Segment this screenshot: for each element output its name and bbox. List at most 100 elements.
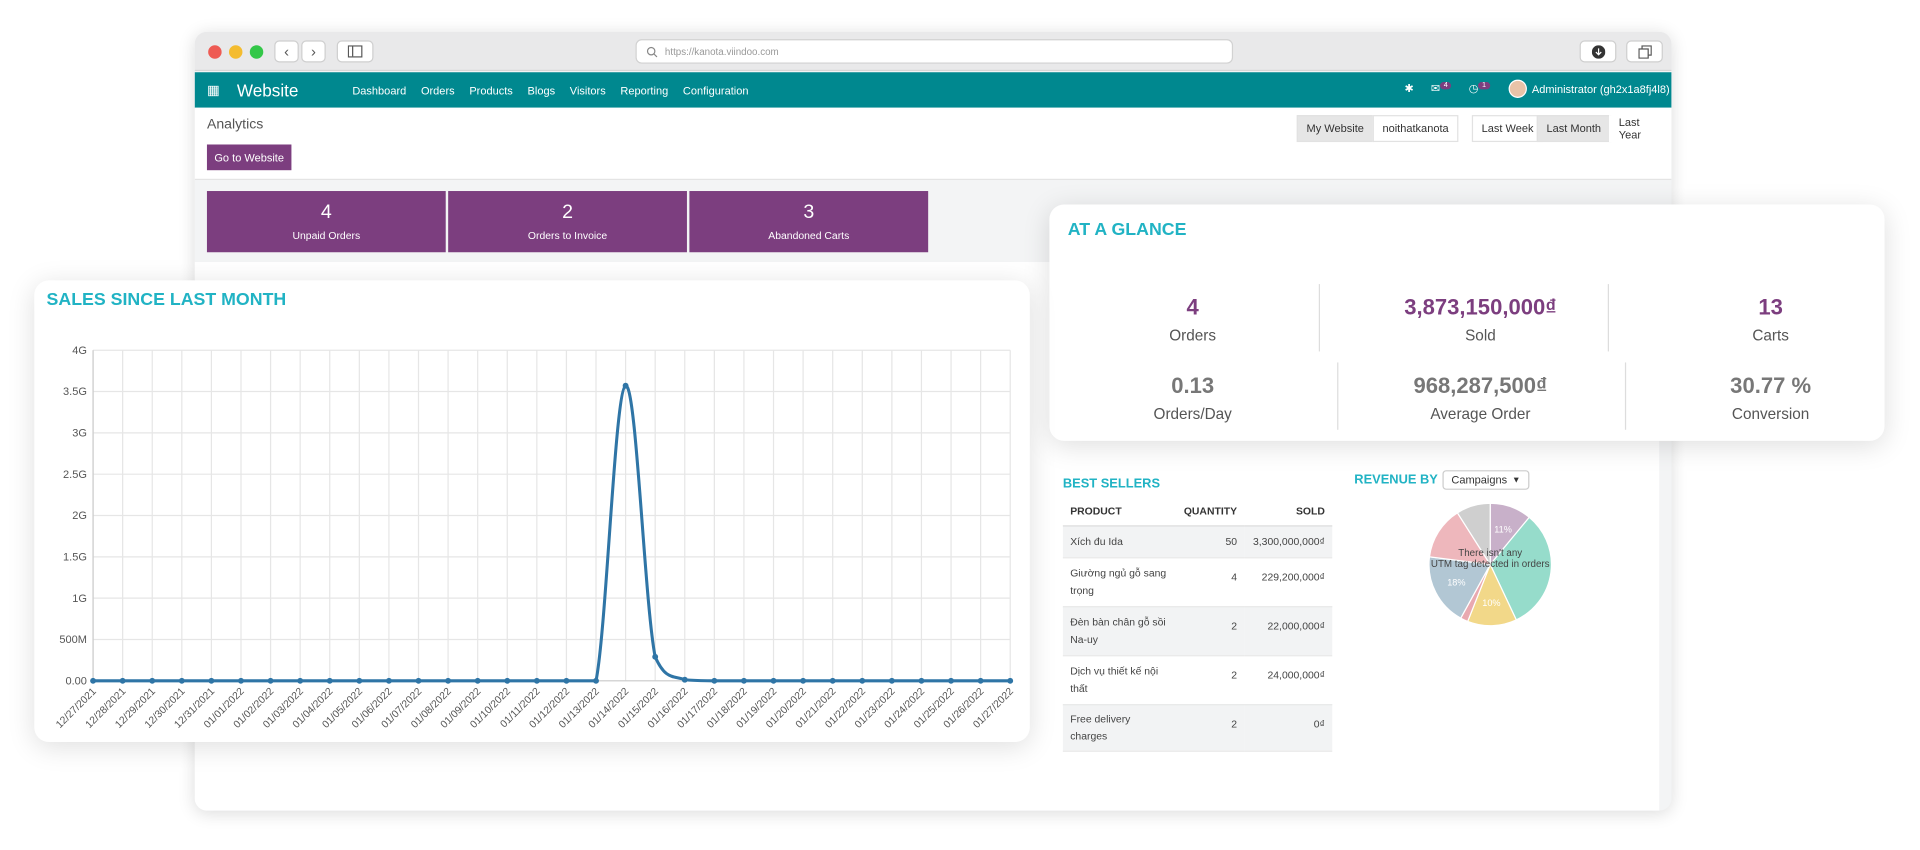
data-point[interactable] [918, 677, 925, 684]
data-point[interactable] [445, 677, 452, 684]
period-last-year[interactable]: Last Year [1608, 115, 1672, 143]
table-row[interactable]: Free delivery charges 2 0₫ [1062, 704, 1333, 752]
minimize-window-dot[interactable] [228, 45, 243, 59]
data-point[interactable] [238, 677, 244, 684]
note-line-2: UTM tag detected in orders [1430, 558, 1550, 570]
bug-icon[interactable]: ✱ [1404, 82, 1414, 95]
kpi-unpaid-orders[interactable]: 4 Unpaid Orders [206, 191, 446, 253]
qty-cell: 4 [1175, 557, 1245, 607]
data-point[interactable] [829, 677, 836, 684]
data-point[interactable] [741, 677, 747, 684]
col-sold[interactable]: SOLD [1244, 495, 1333, 526]
revenue-by-dropdown[interactable]: Campaigns ▼ [1442, 470, 1530, 490]
activity-count-badge: 1 [1478, 82, 1490, 90]
data-point[interactable] [356, 677, 363, 684]
data-point[interactable] [267, 677, 274, 684]
kpi-label: Abandoned Carts [768, 228, 850, 242]
pie-slice[interactable] [1489, 516, 1553, 621]
menu-dashboard[interactable]: Dashboard [352, 83, 407, 97]
apps-menu-icon[interactable]: ▦ [206, 83, 220, 98]
table-row[interactable]: Đèn bàn chân gỗ sồi Na-uy 2 22,000,000₫ [1062, 606, 1333, 656]
menu-reporting[interactable]: Reporting [620, 83, 669, 97]
data-point[interactable] [711, 677, 718, 684]
forward-icon[interactable]: › [301, 40, 326, 63]
stat-label: Conversion [1731, 405, 1810, 423]
data-point[interactable] [563, 677, 570, 684]
data-point[interactable] [622, 382, 629, 389]
data-point[interactable] [681, 676, 688, 683]
menu-products[interactable]: Products [469, 83, 513, 97]
data-point[interactable] [208, 677, 215, 684]
data-point[interactable] [178, 677, 185, 684]
data-point[interactable] [977, 677, 984, 684]
product-cell: Xích đu Ida [1062, 525, 1176, 558]
sold-cell: 0₫ [1244, 704, 1333, 752]
activity-icon[interactable]: ◷ 1 [1469, 82, 1490, 95]
sales-line-chart: 4G3.5G3G2.5G2G1.5G1G500M0.0012/27/202112… [54, 345, 1016, 731]
data-point[interactable] [948, 677, 954, 684]
data-point[interactable] [385, 677, 392, 684]
note-line-1: There isn't any [1458, 547, 1523, 559]
back-icon[interactable]: ‹ [274, 40, 299, 63]
app-brand[interactable]: Website [236, 80, 299, 100]
stat-sold: 3,873,150,000₫ Sold [1358, 295, 1603, 344]
data-point[interactable] [770, 677, 777, 684]
pie-slice[interactable] [1456, 502, 1491, 567]
period-last-week[interactable]: Last Week [1471, 115, 1544, 143]
table-row[interactable]: Giường ngủ gỗ sang trọng 4 229,200,000₫ [1062, 557, 1333, 607]
pie-slice[interactable] [1428, 556, 1492, 619]
data-point[interactable] [415, 677, 422, 684]
data-point[interactable] [326, 677, 333, 684]
url-bar[interactable]: https://kanota.viindoo.com [635, 39, 1234, 64]
y-tick-label: 3G [72, 428, 87, 440]
period-last-month[interactable]: Last Month [1536, 115, 1611, 143]
data-point[interactable] [297, 677, 304, 684]
stat-carts: 13 Carts [1648, 295, 1893, 344]
stat-value: 3,873,150,000₫ [1404, 295, 1557, 320]
website-filter-noithatkanota[interactable]: noithatkanota [1372, 115, 1459, 143]
pie-slice[interactable] [1428, 511, 1492, 566]
at-a-glance-title: AT A GLANCE [1067, 220, 1187, 241]
table-row[interactable]: Xích đu Ida 50 3,300,000,000₫ [1062, 525, 1333, 558]
stat-label: Sold [1465, 326, 1496, 345]
menu-visitors[interactable]: Visitors [569, 83, 606, 97]
data-point[interactable] [859, 677, 866, 684]
user-menu[interactable]: Administrator (gh2x1a8fj4l8) [1508, 79, 1670, 98]
chat-icon[interactable]: ✉ 4 [1431, 82, 1452, 95]
data-point[interactable] [149, 677, 156, 684]
data-point[interactable] [119, 677, 126, 684]
data-point[interactable] [504, 677, 511, 684]
col-quantity[interactable]: QUANTITY [1175, 495, 1245, 526]
sales-series-line [93, 384, 1011, 683]
maximize-window-dot[interactable] [249, 45, 264, 59]
data-point[interactable] [90, 677, 97, 684]
stat-conversion: 30.77 % Conversion [1648, 373, 1893, 422]
top-navbar: ▦ Website Dashboard Orders Products Blog… [194, 72, 1672, 108]
data-point[interactable] [888, 677, 895, 684]
kpi-orders-to-invoice[interactable]: 2 Orders to Invoice [448, 191, 687, 253]
data-point[interactable] [533, 677, 540, 684]
table-row[interactable]: Dịch vụ thiết kế nội thất 2 24,000,000₫ [1062, 655, 1333, 705]
divider [1337, 362, 1339, 430]
stat-value: 30.77 % [1730, 373, 1812, 398]
menu-orders[interactable]: Orders [420, 83, 455, 97]
data-point[interactable] [652, 653, 659, 660]
product-cell: Free delivery charges [1062, 704, 1176, 752]
website-filter-my-website[interactable]: My Website [1296, 115, 1374, 143]
tabs-icon[interactable] [1626, 40, 1663, 63]
close-window-dot[interactable] [208, 45, 222, 59]
data-point[interactable] [474, 677, 481, 684]
data-point[interactable] [1007, 677, 1014, 684]
sidebar-toggle-icon[interactable] [336, 40, 374, 63]
at-a-glance-card: AT A GLANCE 4 Orders 3,873,150,000₫ Sold 1… [1049, 204, 1885, 441]
download-icon[interactable] [1579, 40, 1617, 63]
menu-configuration[interactable]: Configuration [682, 83, 749, 97]
kpi-abandoned-carts[interactable]: 3 Abandoned Carts [689, 191, 929, 253]
data-point[interactable] [800, 677, 807, 684]
divider [1624, 362, 1627, 430]
col-product[interactable]: PRODUCT [1062, 495, 1176, 526]
revenue-by-title: REVENUE BY [1354, 472, 1438, 488]
data-point[interactable] [593, 677, 599, 684]
go-to-website-button[interactable]: Go to Website [206, 144, 292, 171]
menu-blogs[interactable]: Blogs [527, 83, 556, 97]
